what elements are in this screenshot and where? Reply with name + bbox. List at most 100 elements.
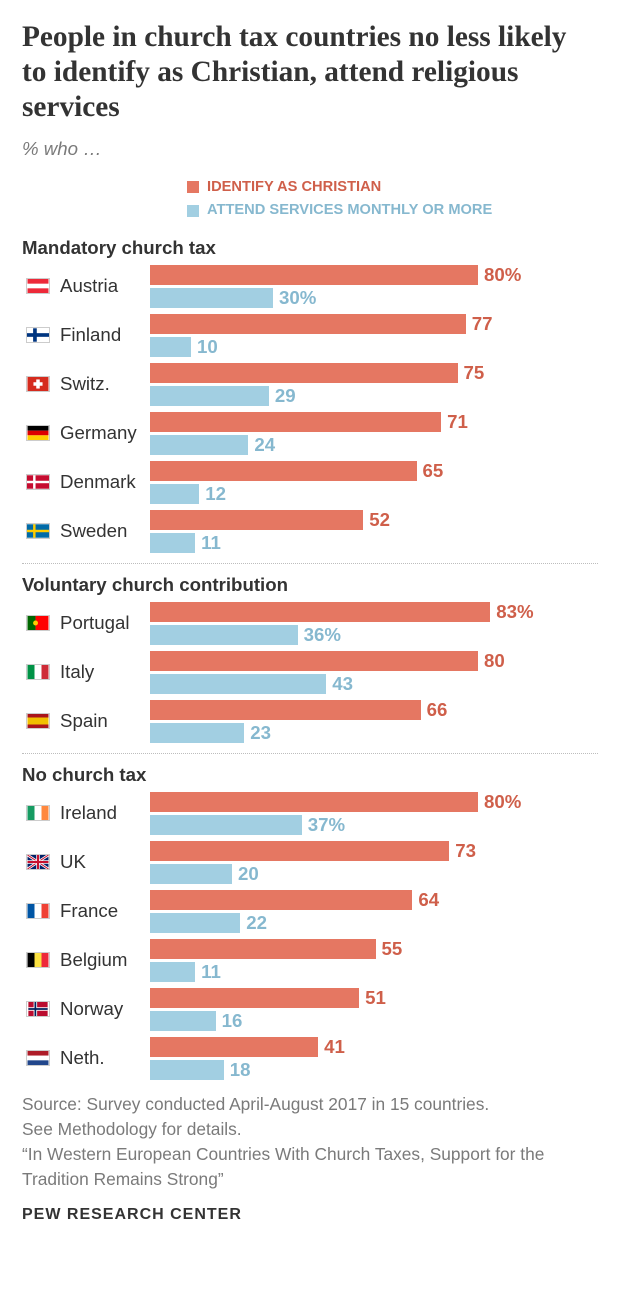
bar-attend: 24: [150, 435, 598, 455]
bar-attend-fill: [150, 533, 195, 553]
swatch-attend: [187, 205, 199, 217]
bar-christian: 41: [150, 1037, 598, 1057]
bars: 83%36%: [150, 602, 598, 645]
country-label: Ireland: [54, 802, 150, 824]
austria-flag-icon: [22, 278, 54, 294]
sweden-flag-icon: [22, 523, 54, 539]
bars: 55 11: [150, 939, 598, 982]
legend-item-christian: IDENTIFY AS CHRISTIAN: [187, 176, 598, 199]
country-label: Belgium: [54, 949, 150, 971]
country-label: Finland: [54, 324, 150, 346]
value-attend: 10: [197, 336, 218, 358]
country-row: Austria80%30%: [22, 265, 598, 308]
bar-attend: 23: [150, 723, 598, 743]
country-row: Spain6623: [22, 700, 598, 743]
value-attend: 22: [246, 912, 267, 934]
bar-christian-fill: [150, 265, 478, 285]
bar-attend-fill: [150, 625, 298, 645]
value-attend: 16: [222, 1010, 243, 1032]
bar-christian: 80: [150, 651, 598, 671]
chart-body: Mandatory church taxAustria80%30%Finland…: [22, 237, 598, 1080]
bar-christian-fill: [150, 988, 359, 1008]
germany-flag-icon: [22, 425, 54, 441]
country-label: UK: [54, 851, 150, 873]
source-line: Source: Survey conducted April-August 20…: [22, 1092, 598, 1117]
country-label: France: [54, 900, 150, 922]
chart-title: People in church tax countries no less l…: [22, 20, 598, 126]
bars: 80%30%: [150, 265, 598, 308]
value-christian: 51: [365, 987, 386, 1009]
bars: 7529: [150, 363, 598, 406]
bar-christian: 65: [150, 461, 598, 481]
bar-attend-fill: [150, 1060, 224, 1080]
country-label: Germany: [54, 422, 150, 444]
bar-attend-fill: [150, 435, 248, 455]
bar-christian-fill: [150, 651, 478, 671]
country-label: Austria: [54, 275, 150, 297]
bar-christian-fill: [150, 602, 490, 622]
value-christian: 80%: [484, 791, 521, 813]
bars: 66 23: [150, 700, 598, 743]
country-row: Belgium 55 11: [22, 939, 598, 982]
country-row: Italy8043: [22, 651, 598, 694]
value-christian: 73: [455, 840, 476, 862]
legend-label-christian: IDENTIFY AS CHRISTIAN: [207, 176, 381, 199]
bar-attend: 36%: [150, 625, 598, 645]
bar-attend: 37%: [150, 815, 598, 835]
legend-label-attend: ATTEND SERVICES MONTHLY OR MORE: [207, 199, 492, 222]
value-christian: 66: [427, 699, 448, 721]
country-row: Norway5116: [22, 988, 598, 1031]
country-label: Neth.: [54, 1047, 150, 1069]
bar-attend: 18: [150, 1060, 598, 1080]
value-attend: 23: [250, 722, 271, 744]
uk-flag-icon: [22, 854, 54, 870]
bar-attend-fill: [150, 723, 244, 743]
bar-attend: 10: [150, 337, 598, 357]
value-christian: 41: [324, 1036, 345, 1058]
value-christian: 71: [447, 411, 468, 433]
legend: IDENTIFY AS CHRISTIAN ATTEND SERVICES MO…: [187, 176, 598, 223]
value-attend: 12: [205, 483, 226, 505]
bar-attend: 20: [150, 864, 598, 884]
value-attend: 11: [201, 961, 221, 983]
bar-attend: 22: [150, 913, 598, 933]
switzerland-flag-icon: [22, 376, 54, 392]
bar-attend-fill: [150, 864, 232, 884]
bars: 4118: [150, 1037, 598, 1080]
bar-attend-fill: [150, 962, 195, 982]
bars: 51 16: [150, 988, 598, 1031]
bar-christian-fill: [150, 314, 466, 334]
bars: 80%37%: [150, 792, 598, 835]
bar-christian: 64: [150, 890, 598, 910]
bar-christian-fill: [150, 510, 363, 530]
portugal-flag-icon: [22, 615, 54, 631]
value-christian: 52: [369, 509, 390, 531]
bar-christian: 66: [150, 700, 598, 720]
country-row: Finland7710: [22, 314, 598, 357]
value-christian: 55: [382, 938, 403, 960]
legend-item-attend: ATTEND SERVICES MONTHLY OR MORE: [187, 199, 598, 222]
netherlands-flag-icon: [22, 1050, 54, 1066]
finland-flag-icon: [22, 327, 54, 343]
bar-attend: 16: [150, 1011, 598, 1031]
value-attend: 36%: [304, 624, 341, 646]
bar-attend-fill: [150, 484, 199, 504]
italy-flag-icon: [22, 664, 54, 680]
value-attend: 43: [332, 673, 353, 695]
value-christian: 80%: [484, 264, 521, 286]
footer-brand: PEW RESEARCH CENTER: [22, 1206, 598, 1224]
bar-christian: 55: [150, 939, 598, 959]
bar-christian-fill: [150, 1037, 318, 1057]
bar-christian-fill: [150, 363, 458, 383]
country-row: UK 73 20: [22, 841, 598, 884]
bar-attend-fill: [150, 288, 273, 308]
group-divider: [22, 563, 598, 564]
value-attend: 20: [238, 863, 259, 885]
group-divider: [22, 753, 598, 754]
country-label: Italy: [54, 661, 150, 683]
bars: 73 20: [150, 841, 598, 884]
bar-attend: 43: [150, 674, 598, 694]
bar-attend-fill: [150, 913, 240, 933]
country-row: Neth.4118: [22, 1037, 598, 1080]
belgium-flag-icon: [22, 952, 54, 968]
